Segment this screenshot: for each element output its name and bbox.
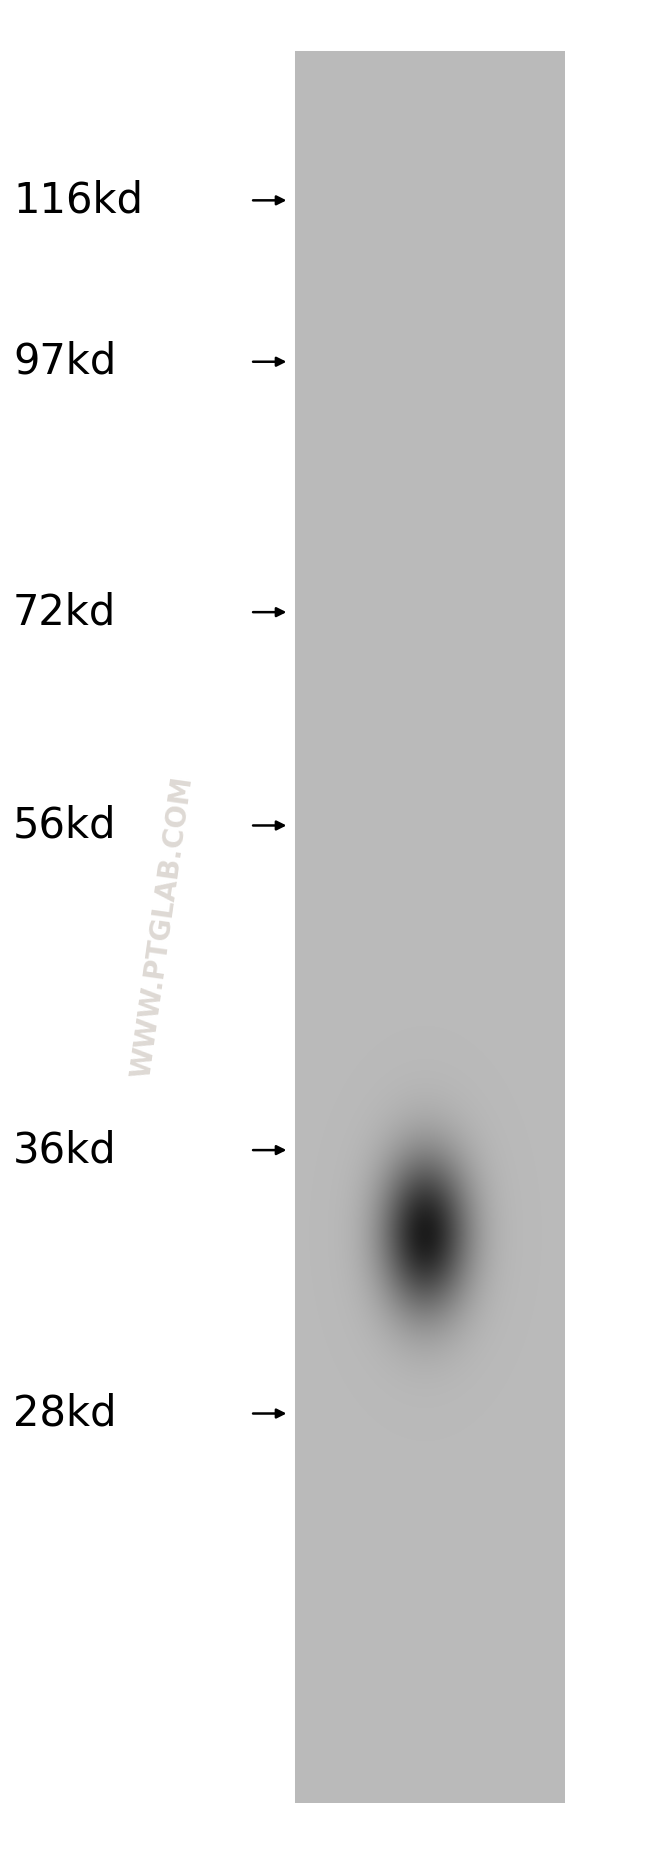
Text: 72kd: 72kd <box>13 592 116 633</box>
Text: 116kd: 116kd <box>13 180 143 221</box>
Text: WWW.PTGLAB.COM: WWW.PTGLAB.COM <box>127 775 198 1080</box>
Text: 56kd: 56kd <box>13 805 116 846</box>
Text: 97kd: 97kd <box>13 341 116 382</box>
Text: 36kd: 36kd <box>13 1130 116 1171</box>
Text: 28kd: 28kd <box>13 1393 116 1434</box>
